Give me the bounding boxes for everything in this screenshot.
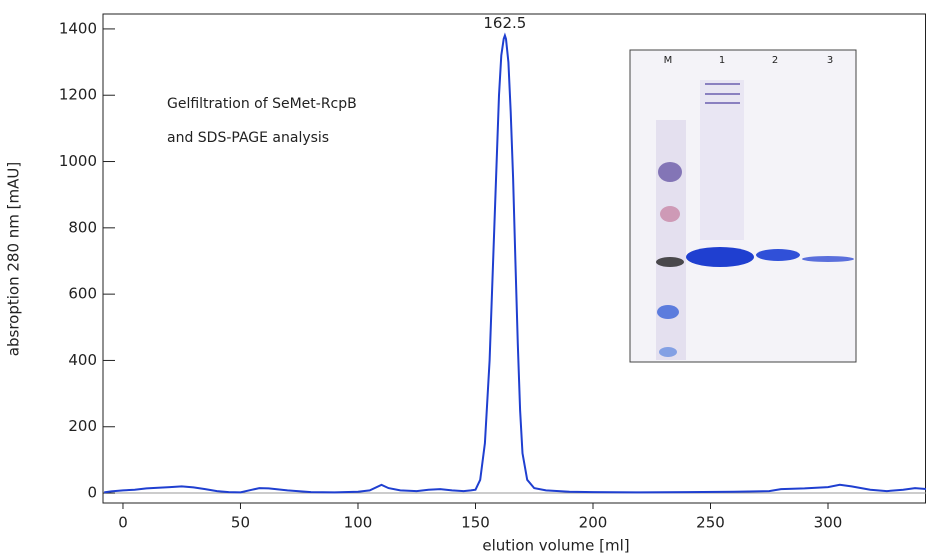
gel-band xyxy=(657,305,679,319)
gel-band xyxy=(659,347,677,357)
gel-inset xyxy=(629,49,857,363)
x-tick-label: 300 xyxy=(814,514,843,532)
x-tick-label: 50 xyxy=(231,514,250,532)
note: Gelfiltration of SeMet-RcpB xyxy=(167,96,357,112)
peak-label: 162.5 xyxy=(483,14,526,32)
x-tick-label: 250 xyxy=(696,514,725,532)
x-tick-label: 150 xyxy=(461,514,490,532)
gel-band xyxy=(656,257,684,267)
y-tick-label: 1400 xyxy=(59,19,97,37)
lane-label: 2 xyxy=(772,55,778,66)
y-tick-label: 1000 xyxy=(59,152,97,170)
gel-band xyxy=(658,162,682,182)
lane-label: M xyxy=(664,55,673,66)
data-line xyxy=(104,32,926,494)
x-tick-label: 0 xyxy=(118,514,128,532)
gel-band xyxy=(660,206,680,222)
y-tick-label: 400 xyxy=(68,351,97,369)
lane-label: 3 xyxy=(827,55,833,66)
gel-band xyxy=(756,249,800,261)
gel-lane xyxy=(700,80,744,240)
y-axis-label: absroption 280 nm [mAU] xyxy=(5,162,23,356)
y-tick-label: 0 xyxy=(87,484,97,502)
gel-band xyxy=(686,247,754,267)
x-tick-label: 100 xyxy=(344,514,373,532)
gel-band xyxy=(802,256,854,262)
x-tick-label: 200 xyxy=(579,514,608,532)
y-tick-label: 600 xyxy=(68,285,97,303)
y-tick-label: 200 xyxy=(68,417,97,435)
lane-label: 1 xyxy=(719,55,725,66)
y-tick-label: 800 xyxy=(68,218,97,236)
x-axis-label: elution volume [ml] xyxy=(482,537,629,555)
gel-lane xyxy=(656,120,686,360)
y-tick-label: 1200 xyxy=(59,86,97,104)
note: and SDS-PAGE analysis xyxy=(167,130,329,146)
